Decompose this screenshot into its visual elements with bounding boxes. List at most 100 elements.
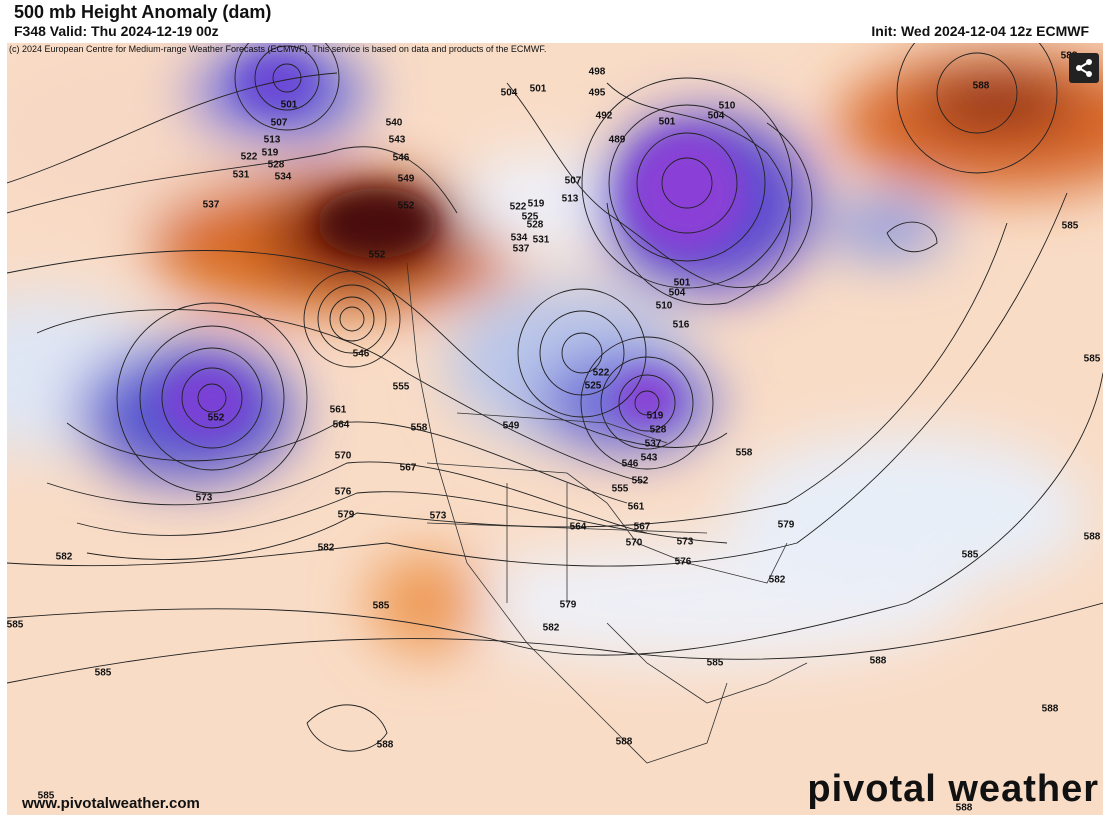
contour-label: 531 — [533, 235, 550, 246]
contour-label: 516 — [673, 320, 690, 331]
contour-label: 522 — [241, 152, 258, 163]
contour-label: 573 — [677, 537, 694, 548]
share-icon — [1076, 59, 1092, 77]
contour-label: 588 — [1084, 532, 1101, 543]
contour-label: 510 — [656, 301, 673, 312]
contour-label: 528 — [527, 220, 544, 231]
contour-label: 513 — [264, 135, 281, 146]
anomaly-field — [7, 43, 1103, 815]
init-time: Init: Wed 2024-12-04 12z ECMWF — [871, 23, 1089, 39]
contour-label: 585 — [373, 601, 390, 612]
contour-label: 585 — [7, 620, 24, 631]
contour-label: 564 — [570, 522, 587, 533]
contour-label: 585 — [962, 550, 979, 561]
contour-label: 573 — [196, 493, 213, 504]
contour-label: 555 — [393, 382, 410, 393]
contour-label: 582 — [543, 623, 560, 634]
contour-label: 582 — [56, 552, 73, 563]
contour-label: 537 — [645, 439, 662, 450]
contour-label: 543 — [641, 453, 658, 464]
contour-label: 522 — [593, 368, 610, 379]
boundaries — [406, 262, 808, 764]
contour-label: 525 — [585, 381, 602, 392]
contour-label: 588 — [956, 803, 973, 814]
logo: pivotal weather — [807, 768, 1099, 810]
contours — [7, 43, 1103, 752]
contour-label: 507 — [271, 118, 288, 129]
contour-label: 579 — [778, 520, 795, 531]
contour-label: 522 — [510, 202, 527, 213]
contour-label: 501 — [281, 100, 298, 111]
contour-label: 558 — [736, 448, 753, 459]
contour-label: 519 — [262, 148, 279, 159]
contour-label: 519 — [647, 411, 664, 422]
title: 500 mb Height Anomaly (dam) — [14, 2, 272, 22]
contour-label: 537 — [513, 244, 530, 255]
contour-label: 492 — [596, 111, 613, 122]
contour-label: 552 — [369, 250, 386, 261]
contour-label: 555 — [612, 484, 629, 495]
contour-label: 588 — [616, 737, 633, 748]
contour-label: 549 — [398, 174, 415, 185]
contour-label: 564 — [333, 420, 350, 431]
contour-label: 546 — [353, 349, 370, 360]
copyright: (c) 2024 European Centre for Medium-rang… — [9, 44, 547, 54]
contour-label: 585 — [1084, 354, 1101, 365]
contour-label: 519 — [528, 199, 545, 210]
contour-label: 588 — [973, 81, 990, 92]
contour-label: 585 — [38, 791, 55, 802]
website: www.pivotalweather.com — [22, 795, 200, 812]
contour-label: 510 — [719, 101, 736, 112]
contour-label: 588 — [377, 740, 394, 751]
contour-label: 543 — [389, 135, 406, 146]
contour-label: 567 — [400, 463, 417, 474]
contour-label: 540 — [386, 118, 403, 129]
contour-label: 588 — [1042, 704, 1059, 715]
contour-label: 579 — [338, 510, 355, 521]
share-button[interactable] — [1069, 53, 1099, 83]
contour-label: 528 — [268, 160, 285, 171]
contour-label: 501 — [674, 278, 691, 289]
contour-label: 534 — [511, 233, 528, 244]
contour-label: 546 — [622, 459, 639, 470]
contour-label: 585 — [707, 658, 724, 669]
contour-label: 576 — [335, 487, 352, 498]
contour-label: 537 — [203, 200, 220, 211]
contour-label: 579 — [560, 600, 577, 611]
contour-label: 552 — [208, 413, 225, 424]
contour-label: 495 — [589, 88, 606, 99]
contour-label: 534 — [275, 172, 292, 183]
contour-label: 501 — [659, 117, 676, 128]
contour-label: 501 — [530, 84, 547, 95]
contour-label: 552 — [398, 201, 415, 212]
contour-label: 504 — [669, 288, 686, 299]
valid-time: F348 Valid: Thu 2024-12-19 00z — [14, 23, 219, 39]
contour-label: 504 — [708, 111, 725, 122]
contour-label: 531 — [233, 170, 250, 181]
contour-label: 507 — [565, 176, 582, 187]
contour-label: 582 — [318, 543, 335, 554]
contour-label: 570 — [626, 538, 643, 549]
contour-label: 573 — [430, 511, 447, 522]
contour-label: 513 — [562, 194, 579, 205]
contour-label: 585 — [95, 668, 112, 679]
contour-label: 585 — [1062, 221, 1079, 232]
contour-label: 549 — [503, 421, 520, 432]
contour-label: 561 — [628, 502, 645, 513]
contour-label: 558 — [411, 423, 428, 434]
contour-label: 528 — [650, 425, 667, 436]
contour-label: 489 — [609, 135, 626, 146]
contour-label: 498 — [589, 67, 606, 78]
contour-label: 552 — [632, 476, 649, 487]
contour-label: 570 — [335, 451, 352, 462]
contour-label: 546 — [393, 153, 410, 164]
contour-label: 561 — [330, 405, 347, 416]
contour-label: 567 — [634, 522, 651, 533]
contour-label: 525 — [522, 212, 539, 223]
contour-label: 576 — [675, 557, 692, 568]
contour-label: 588 — [870, 656, 887, 667]
contour-label: 504 — [501, 88, 518, 99]
